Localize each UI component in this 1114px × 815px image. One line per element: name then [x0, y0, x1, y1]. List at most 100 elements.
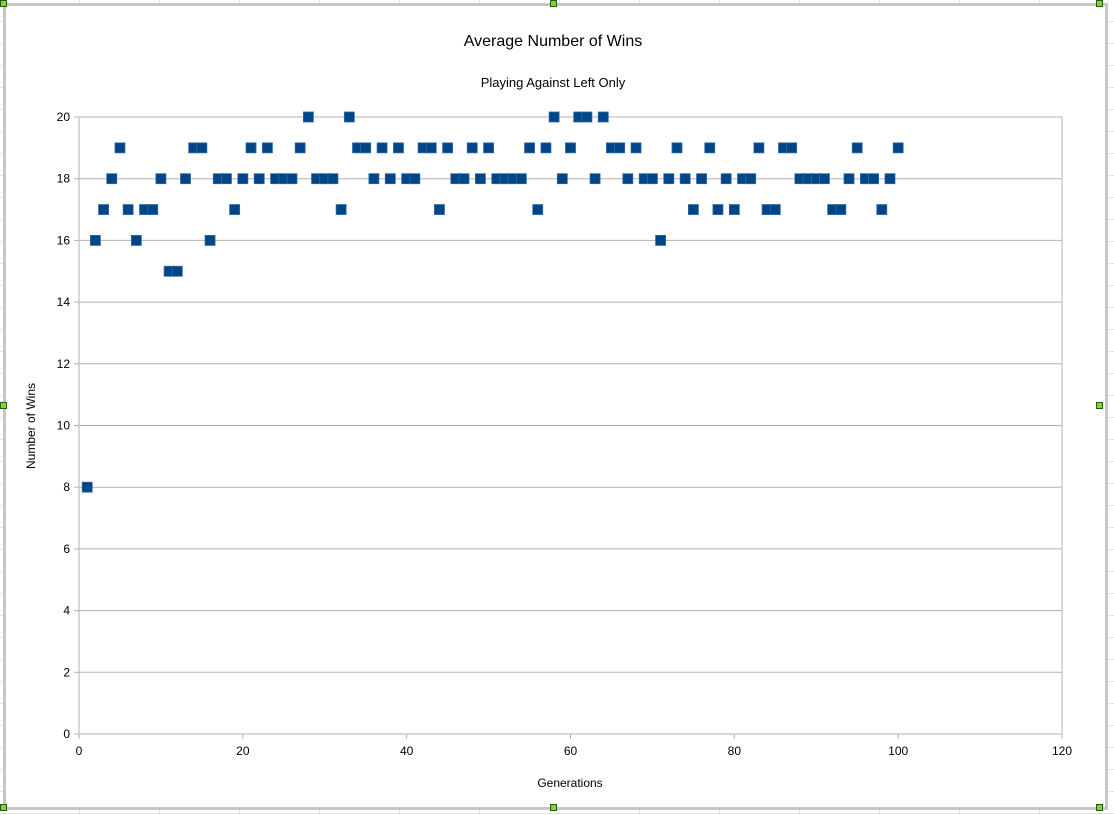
x-tick-label: 100	[888, 744, 908, 758]
data-point	[253, 173, 265, 185]
data-point	[581, 111, 593, 123]
data-point	[565, 142, 576, 154]
x-tick-label: 20	[236, 744, 250, 758]
resize-handle-bottom-right[interactable]	[1096, 804, 1103, 811]
y-tick-label: 18	[57, 172, 71, 186]
data-point	[843, 173, 855, 185]
resize-handle-bottom-left[interactable]	[0, 804, 7, 811]
data-point	[286, 173, 298, 185]
data-point	[302, 111, 314, 123]
data-point	[589, 173, 601, 185]
resize-handle-middle-right[interactable]	[1096, 402, 1103, 409]
resize-handle-top-left[interactable]	[0, 0, 7, 7]
data-point	[180, 173, 191, 185]
data-point	[515, 173, 527, 185]
data-point	[679, 173, 691, 185]
data-point	[393, 142, 404, 154]
data-point	[106, 173, 118, 185]
data-point	[753, 142, 765, 154]
data-point	[614, 142, 626, 154]
data-point	[294, 142, 306, 154]
y-tick-label: 2	[63, 665, 70, 679]
data-point	[696, 173, 707, 185]
data-point	[556, 173, 568, 185]
data-point	[687, 204, 699, 215]
data-point	[630, 142, 642, 154]
data-point	[769, 204, 781, 215]
data-point	[204, 234, 216, 246]
data-point	[81, 481, 93, 493]
y-tick-label: 20	[57, 110, 71, 124]
data-points	[81, 111, 904, 493]
x-tick-label: 80	[728, 744, 742, 758]
resize-handle-top-center[interactable]	[550, 0, 557, 7]
y-axis-title: Number of Wins	[24, 383, 38, 469]
y-tick-label: 8	[63, 480, 70, 494]
x-axis-ticks: 0 20 40 60 80 100 120	[76, 734, 1072, 758]
data-point	[155, 173, 167, 185]
x-tick-label: 60	[564, 744, 578, 758]
data-point	[335, 204, 347, 215]
data-point	[884, 173, 896, 185]
chart-subtitle: Playing Against Left Only	[481, 75, 626, 90]
data-point	[720, 173, 732, 185]
data-point	[892, 142, 904, 154]
gridlines	[79, 116, 1062, 735]
data-point	[745, 173, 757, 185]
resize-handle-top-right[interactable]	[1096, 0, 1103, 7]
y-tick-label: 12	[57, 357, 71, 371]
data-point	[442, 142, 454, 154]
y-tick-label: 6	[63, 542, 70, 556]
data-point	[647, 173, 658, 185]
data-point	[876, 204, 888, 215]
data-point	[851, 142, 863, 154]
data-point	[196, 142, 208, 154]
x-tick-label: 40	[400, 744, 414, 758]
data-point	[262, 142, 273, 154]
data-point	[122, 204, 134, 215]
data-point	[524, 142, 535, 154]
x-tick-label: 120	[1052, 744, 1072, 758]
data-point	[368, 173, 380, 185]
data-point	[671, 142, 683, 154]
data-point	[868, 173, 879, 185]
resize-handle-middle-left[interactable]	[0, 402, 7, 409]
data-point	[114, 142, 126, 154]
data-point	[245, 142, 257, 154]
data-point	[360, 142, 372, 154]
data-point	[221, 173, 232, 185]
y-tick-label: 4	[63, 604, 70, 618]
chart-title: Average Number of Wins	[464, 33, 642, 50]
data-point	[229, 204, 241, 215]
data-point	[171, 265, 183, 277]
data-point	[409, 173, 421, 185]
data-point	[655, 234, 667, 246]
data-point	[835, 204, 847, 215]
data-point	[130, 234, 142, 246]
data-point	[466, 142, 478, 154]
data-point	[622, 173, 634, 185]
data-point	[384, 173, 396, 185]
data-point	[712, 204, 724, 215]
resize-handle-bottom-center[interactable]	[550, 804, 557, 811]
data-point	[434, 204, 445, 215]
data-point	[327, 173, 339, 185]
data-point	[425, 142, 437, 154]
x-axis-title: Generations	[537, 776, 602, 790]
data-point	[237, 173, 249, 185]
data-point	[376, 142, 388, 154]
data-point	[540, 142, 552, 154]
y-tick-label: 0	[63, 727, 70, 741]
data-point	[786, 142, 798, 154]
y-axis-ticks: 0 2 4 6 8 10 12 14 16 18 20	[57, 110, 79, 741]
data-point	[663, 173, 675, 185]
chart-frame[interactable]	[3, 3, 1108, 810]
y-tick-label: 10	[57, 419, 71, 433]
y-tick-label: 16	[57, 233, 71, 247]
data-point	[458, 173, 470, 185]
data-point	[474, 173, 486, 185]
data-point	[89, 234, 101, 246]
data-point	[704, 142, 716, 154]
data-point	[819, 173, 830, 185]
